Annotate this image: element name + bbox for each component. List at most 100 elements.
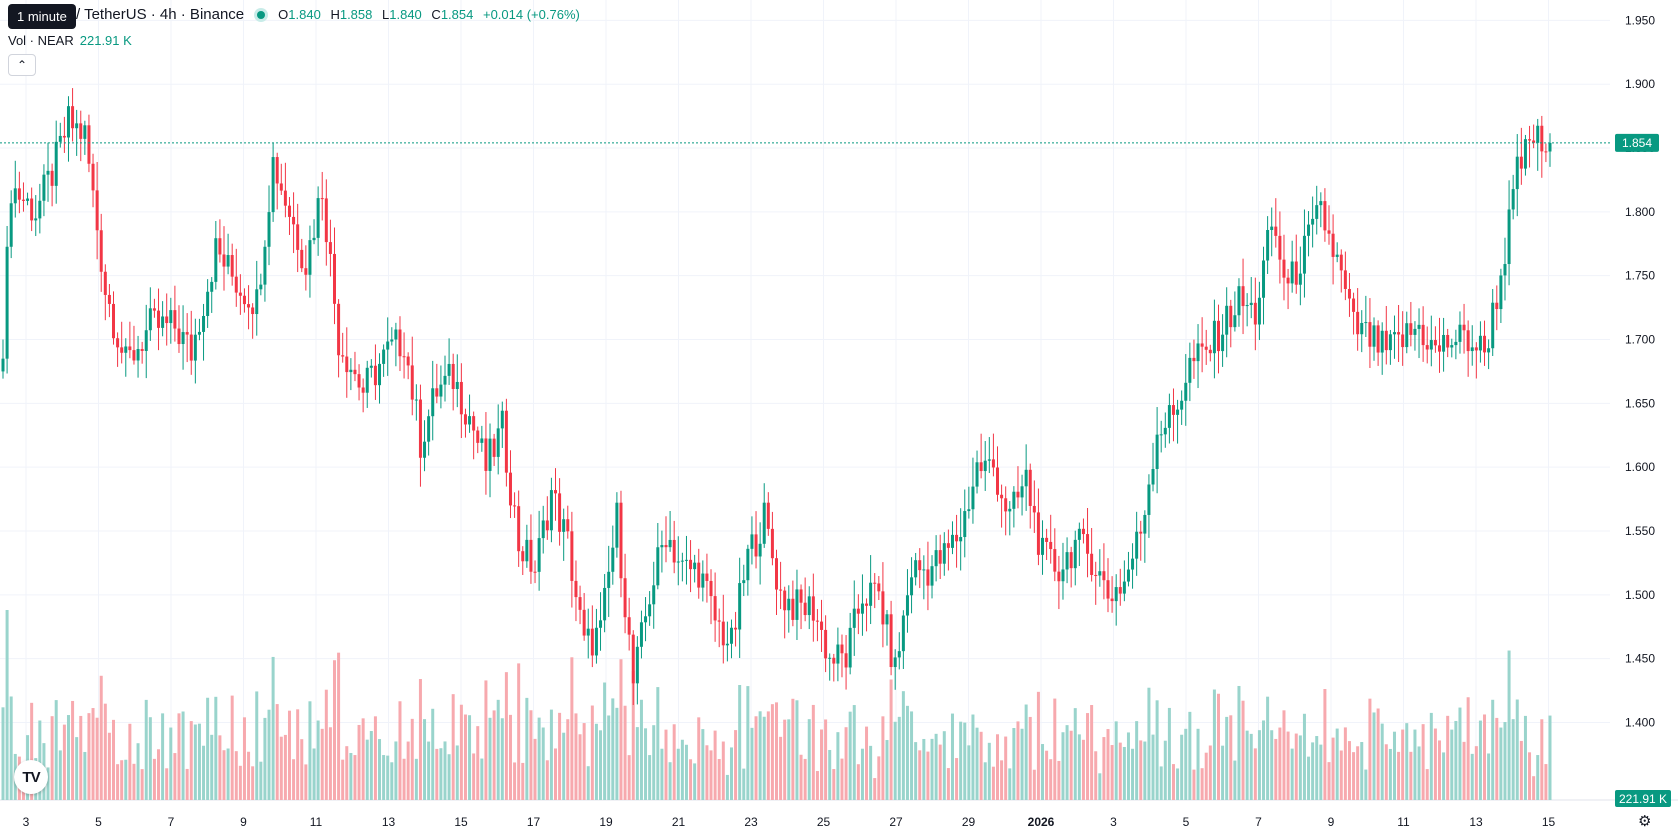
volume-bar	[447, 754, 451, 800]
candle-body	[852, 608, 856, 628]
volume-bar	[885, 740, 889, 800]
volume-bar	[1491, 699, 1495, 800]
volume-bar	[1073, 708, 1077, 800]
volume-legend[interactable]: Vol · NEAR 221.91 K	[8, 33, 132, 48]
candle-body	[423, 441, 427, 458]
candle-body	[660, 545, 664, 548]
volume-bar	[721, 741, 725, 800]
volume-bar	[1221, 745, 1225, 800]
candle-body	[345, 356, 349, 373]
candle-body	[955, 534, 959, 542]
candle-body	[1081, 528, 1085, 535]
candle-body	[905, 595, 909, 616]
volume-bar	[259, 761, 263, 800]
volume-bar	[1536, 755, 1540, 800]
volume-bar	[652, 725, 656, 800]
candle-body	[1466, 330, 1470, 352]
volume-bar	[832, 769, 836, 800]
candle-body	[1151, 468, 1155, 485]
x-tick-label: 25	[817, 815, 831, 829]
volume-bar	[1126, 732, 1130, 800]
volume-bar	[901, 691, 905, 800]
volume-bar	[337, 652, 341, 800]
high-value: 1.858	[339, 7, 373, 22]
collapse-legend-button[interactable]: ⌃	[8, 54, 36, 76]
candle-body	[431, 388, 435, 417]
volume-bar	[1311, 742, 1315, 800]
candle-body	[1004, 498, 1008, 512]
volume-bar	[234, 751, 238, 800]
volume-bar	[729, 747, 733, 800]
volume-bar	[435, 748, 439, 800]
candle-body	[251, 307, 255, 315]
tradingview-logo-icon[interactable]: TV	[14, 760, 48, 794]
volume-bar	[599, 730, 603, 800]
candle-body	[1454, 341, 1458, 346]
candle-body	[1131, 558, 1135, 570]
volume-bar	[423, 719, 427, 800]
volume-bar	[1540, 719, 1544, 800]
axis-badges: 1.854 221.91 K	[1615, 133, 1671, 807]
candle-body	[1241, 286, 1245, 307]
volume-bar	[1433, 728, 1437, 800]
candle-body	[873, 582, 877, 584]
volume-bar	[263, 717, 267, 800]
candle-body	[1229, 305, 1233, 328]
y-tick-label: 1.800	[1625, 205, 1655, 219]
volume-bar	[402, 758, 406, 800]
volume-bar	[1270, 730, 1274, 800]
volume-bar	[926, 751, 930, 800]
volume-bar	[914, 742, 918, 800]
volume-bar	[496, 699, 500, 800]
candle-body	[1376, 325, 1380, 353]
candle-body	[1315, 205, 1319, 219]
candle-body	[443, 375, 447, 385]
market-status-icon[interactable]	[254, 7, 269, 22]
volume-bar	[1548, 715, 1552, 800]
volume-bar	[684, 744, 688, 800]
candle-body	[1544, 151, 1548, 153]
volume-bar	[1392, 731, 1396, 800]
candle-body	[869, 582, 873, 606]
candle-body	[500, 410, 504, 429]
volume-bar	[132, 763, 136, 800]
x-tick-label: 7	[168, 815, 175, 829]
candle-body	[136, 349, 140, 361]
candle-body	[1388, 334, 1392, 351]
volume-bar	[1307, 756, 1311, 800]
volume-bar	[844, 727, 848, 800]
candle-body	[120, 347, 124, 353]
volume-bar	[202, 745, 206, 800]
candle-body	[91, 163, 95, 191]
volume-bar	[218, 735, 222, 800]
volume-bar	[1286, 731, 1290, 800]
volume-bar	[1413, 729, 1417, 800]
volume-bar	[709, 750, 713, 800]
gear-icon[interactable]: ⚙	[1638, 813, 1652, 830]
volume-bar	[1405, 723, 1409, 800]
candle-body	[566, 519, 570, 532]
candle-body	[1474, 347, 1478, 351]
volume-bar	[1012, 728, 1016, 800]
candle-body	[824, 629, 828, 659]
candle-body	[1409, 323, 1413, 335]
candle-body	[689, 559, 693, 570]
volume-bar	[934, 733, 938, 800]
volume-bar	[472, 753, 476, 800]
x-tick-label: 9	[240, 815, 247, 829]
candle-body	[554, 490, 557, 494]
volume-bar	[807, 719, 811, 800]
candle-body	[635, 646, 639, 684]
symbol-title[interactable]: / TetherUS · 4h · Binance	[76, 6, 245, 23]
volume-bar	[1466, 697, 1470, 800]
volume-bar	[1347, 741, 1351, 800]
candle-body	[599, 620, 603, 628]
candle-body	[1417, 324, 1421, 329]
candle-body	[705, 573, 709, 581]
x-tick-label: 3	[23, 815, 30, 829]
candle-body	[1270, 226, 1274, 231]
volume-bar	[566, 719, 570, 800]
volume-bar	[1225, 716, 1229, 800]
candle-body	[1356, 311, 1360, 335]
